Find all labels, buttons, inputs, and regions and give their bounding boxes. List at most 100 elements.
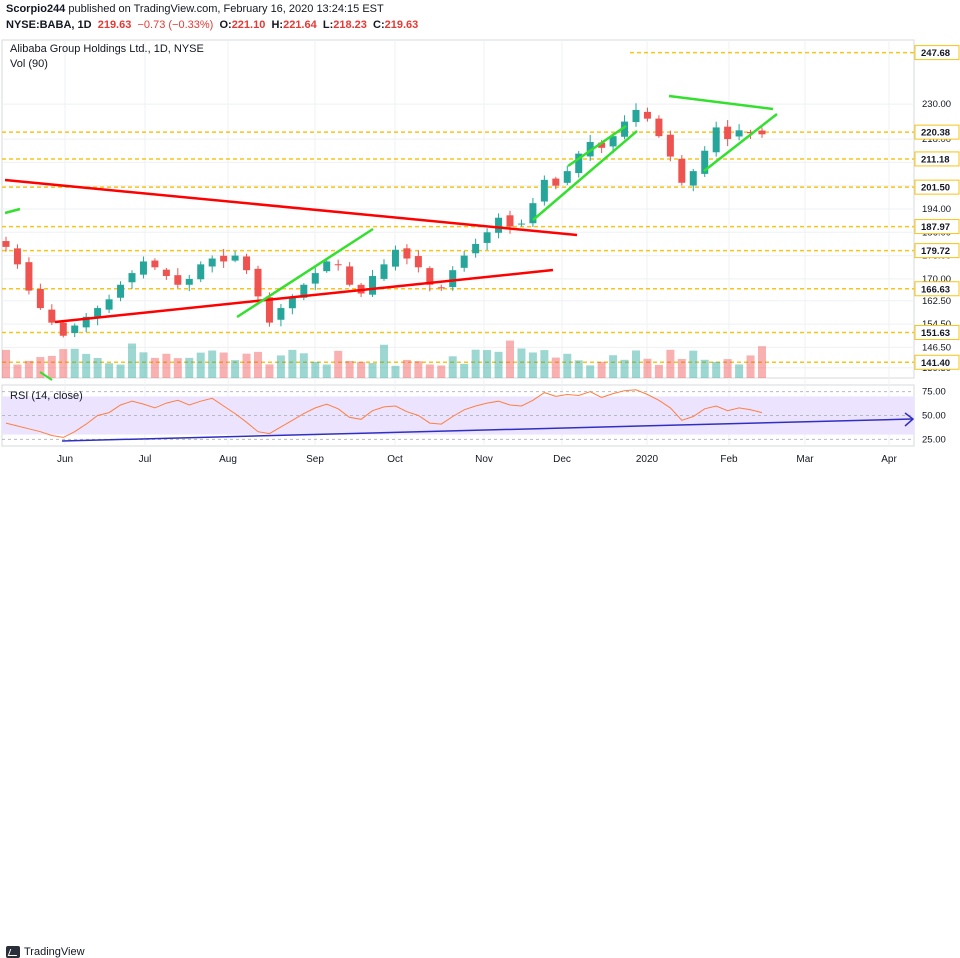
level-label: 179.72 [921, 246, 950, 257]
volume-bar [666, 349, 675, 378]
candle-body [220, 255, 228, 262]
candle-body [414, 256, 422, 268]
x-tick-label: Nov [475, 454, 493, 465]
candle-body [517, 223, 525, 225]
volume-bar [506, 340, 514, 378]
candle-body [334, 264, 342, 266]
volume-bar [689, 350, 698, 378]
candle-body [254, 268, 262, 297]
volume-bar [93, 357, 102, 378]
volume-bar [380, 344, 388, 378]
volume-bar [586, 365, 595, 378]
x-tick-label: Dec [553, 454, 571, 465]
rsi-line [5, 389, 763, 438]
candle-body [139, 261, 147, 275]
level-label-box [914, 243, 960, 259]
volume-bar [357, 361, 366, 378]
volume-bar [299, 353, 308, 378]
open-label: O: [219, 19, 232, 31]
low-label: L: [322, 19, 334, 31]
x-tick-label: Apr [881, 454, 897, 465]
volume-bar [59, 349, 68, 378]
trend-drawings [4, 94, 778, 381]
candle-body [735, 130, 743, 137]
low-value: 218.23 [333, 19, 367, 31]
level-label: 201.50 [921, 183, 950, 194]
candle-body [449, 270, 457, 288]
volume-bar [563, 353, 572, 378]
high-value: 221.64 [283, 19, 317, 31]
candle-body [495, 217, 503, 233]
candle-body [277, 308, 285, 320]
candle-body [552, 178, 560, 186]
volume-bar [540, 350, 549, 378]
candle-body [575, 153, 583, 174]
chart-title: Alibaba Group Holdings Ltd., 1D, NYSE [10, 43, 204, 55]
volume-bar [162, 353, 171, 378]
rsi-panel [2, 389, 915, 442]
volume-bar [654, 364, 663, 378]
close-value: 219.63 [384, 19, 419, 31]
volume-bar [128, 343, 136, 378]
candle-body [712, 127, 720, 153]
green-channel-lower [532, 130, 638, 221]
price-change: −0.73 (−0.33%) [137, 19, 214, 31]
candle-body [71, 325, 79, 334]
volume-bar [185, 357, 194, 378]
level-label-box [914, 124, 960, 140]
candle-body [59, 322, 67, 336]
x-tick-label: Jul [139, 454, 152, 465]
candle-body [25, 262, 33, 291]
x-tick-label: 2020 [636, 454, 659, 465]
x-tick-label: Oct [387, 454, 403, 465]
publish-info: Scorpio244 published on TradingView.com,… [6, 3, 384, 15]
tradingview-logo[interactable]: TradingView [6, 946, 85, 958]
level-label-box [914, 219, 960, 235]
candle-body [563, 171, 571, 183]
volume-bar [517, 348, 526, 378]
candle-body [48, 309, 56, 323]
volume-bar [483, 350, 492, 378]
volume-bar [82, 353, 91, 378]
y-tick-label: 154.50 [922, 319, 951, 330]
candle-body [300, 284, 308, 298]
candle-body [265, 297, 273, 323]
last-price: 219.63 [97, 19, 132, 31]
y-tick-label: 162.50 [922, 296, 951, 307]
volume-bar [208, 350, 217, 378]
candle-body [94, 308, 102, 319]
level-label-box [914, 354, 960, 370]
volume-bar [677, 358, 686, 378]
candle-body [506, 215, 514, 227]
rsi-tick-label: 75.00 [922, 387, 946, 398]
volume-bar [196, 352, 205, 378]
red-trendline-lower [54, 268, 554, 324]
volume-bar [173, 358, 182, 378]
volume-bar [105, 363, 114, 378]
volume-bar [345, 360, 354, 378]
volume-bar [47, 355, 56, 378]
volume-bar [254, 351, 262, 378]
candle-body [621, 121, 629, 137]
candle-body [391, 249, 399, 267]
rsi-tick-label: 25.00 [922, 434, 946, 445]
close-label: C: [373, 19, 385, 31]
volume-bar [448, 356, 457, 378]
candle-body [128, 273, 136, 283]
volume-bar [620, 359, 629, 378]
level-label-box [914, 324, 960, 340]
rsi-trend-arrow [904, 412, 915, 427]
y-tick-label: 170.00 [922, 274, 951, 285]
candle-body [678, 158, 686, 183]
rsi-trendline [61, 418, 913, 442]
chart-canvas[interactable]: JunJulAugSepOctNovDec2020FebMarApr139.50… [0, 0, 960, 498]
candle-body [655, 118, 663, 137]
candle-body [666, 134, 674, 157]
volume-bar [322, 364, 331, 378]
candle-body [82, 316, 90, 328]
author-name[interactable]: Scorpio244 [6, 3, 66, 15]
volume-bar [311, 361, 320, 378]
volume-bar [746, 355, 755, 378]
candle-body [117, 284, 125, 298]
volume-bar [368, 363, 377, 378]
